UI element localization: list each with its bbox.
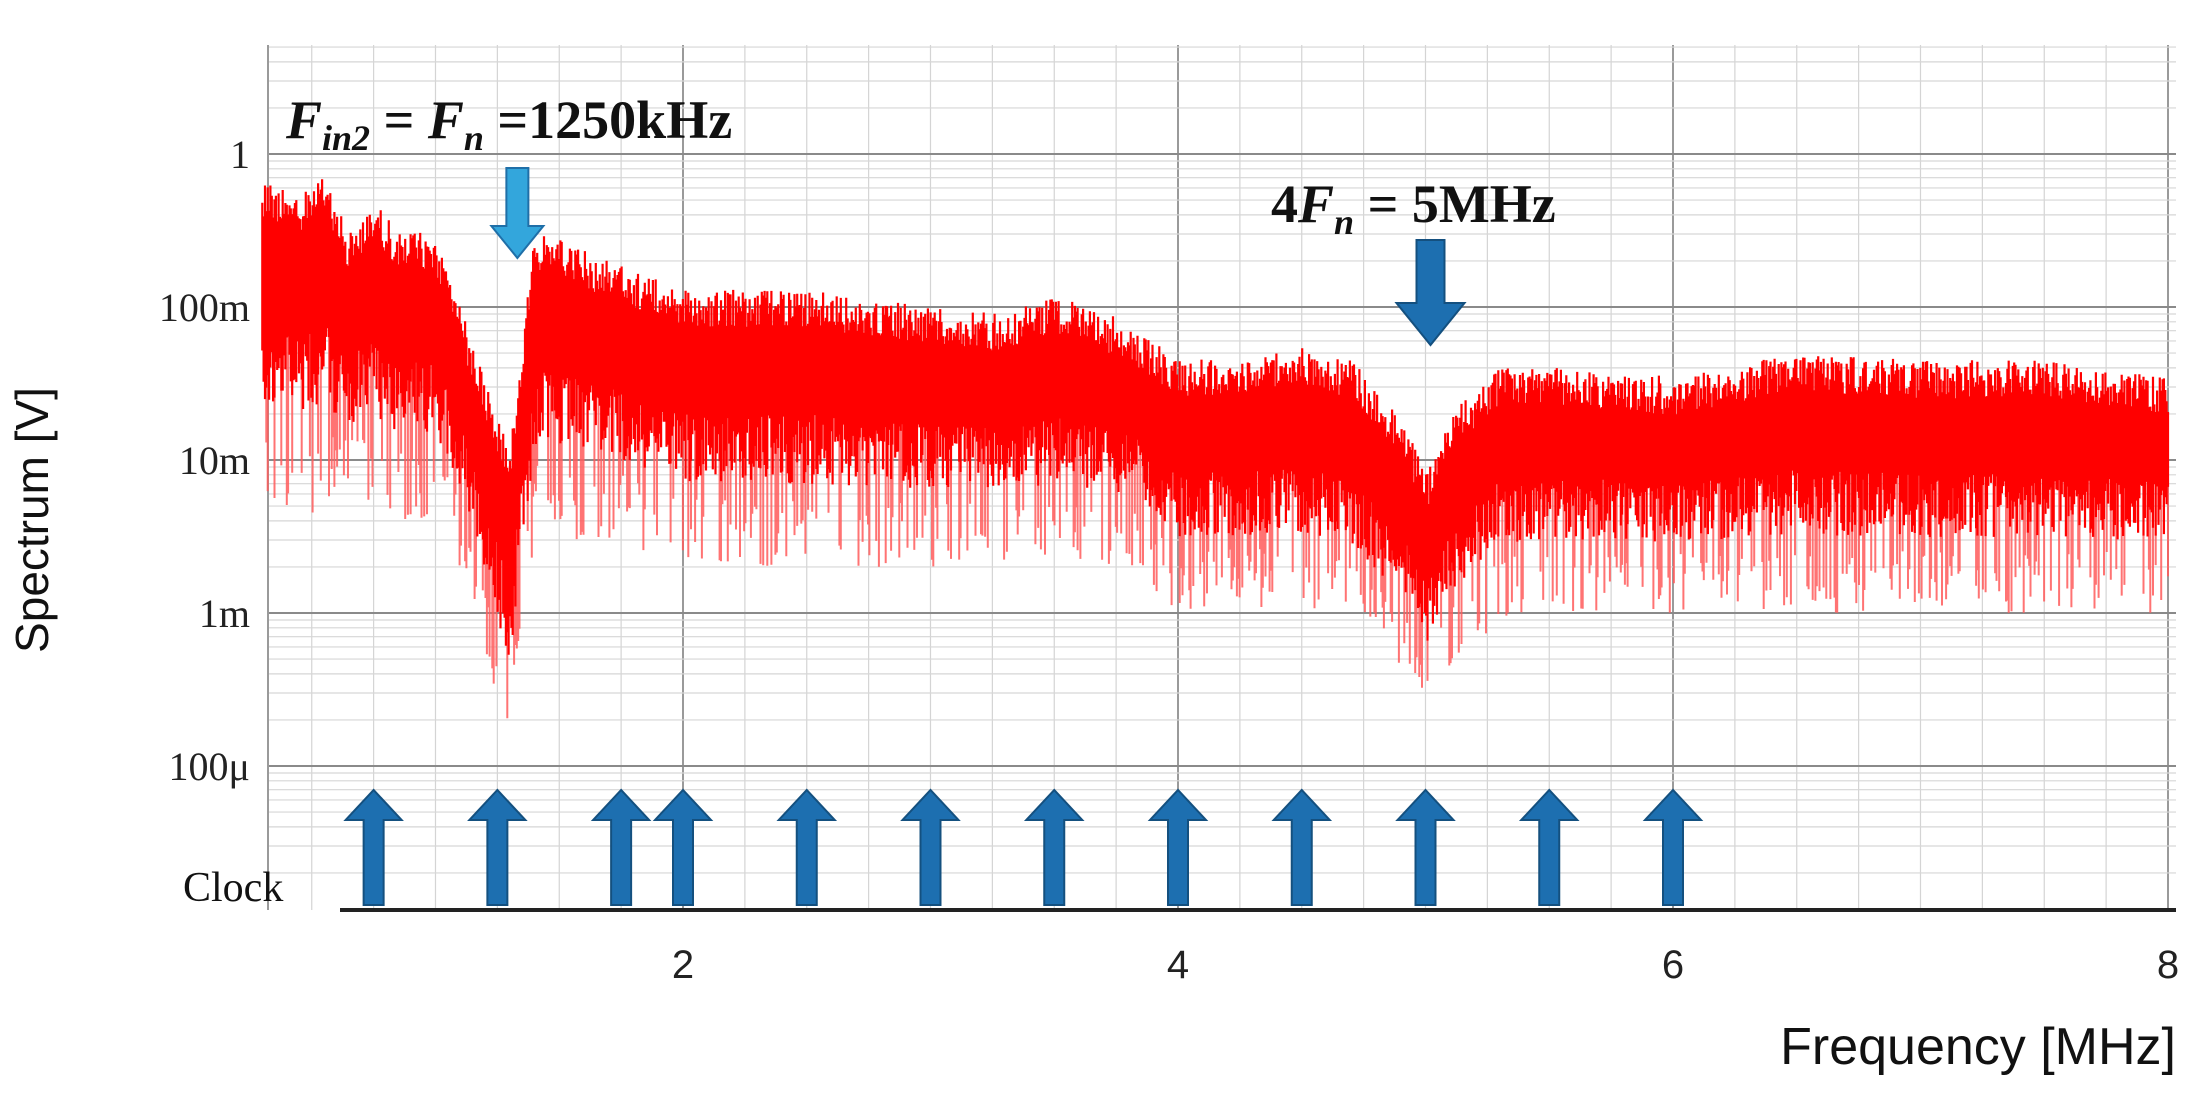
clock-markers — [343, 788, 1704, 906]
clock-arrow-icon — [1518, 788, 1580, 906]
spectrum-spikes — [265, 334, 2169, 719]
clock-arrow-icon — [1023, 788, 1085, 906]
x-axis-label: Frequency [MHz] — [1780, 1018, 2176, 1076]
clock-arrow-icon — [590, 788, 652, 906]
y-tick-label: 1 — [230, 132, 250, 177]
clock-arrow-icon — [776, 788, 838, 906]
x-tick-label: 4 — [1167, 943, 1189, 987]
annotation-fin2-arrow-icon — [489, 167, 546, 260]
clock-arrow-icon — [1271, 788, 1333, 906]
clock-arrow-icon — [1147, 788, 1209, 906]
clock-arrow-icon — [343, 788, 404, 906]
y-tick-label: 10m — [179, 438, 250, 483]
clock-arrow-icon — [652, 788, 714, 906]
spectrum-series — [261, 179, 2170, 719]
annotation-4fn-text: 4Fn = 5MHz — [1271, 174, 1556, 242]
y-tick-label: 100μ — [169, 744, 250, 789]
x-tick-label: 8 — [2157, 943, 2179, 987]
annotation-fin2: Fin2 = Fn =1250kHz — [285, 90, 732, 260]
y-tick-label: 100m — [159, 285, 250, 330]
tick-labels: 2 4 6 8 1 100m 10m 1m 100μ — [159, 132, 2179, 987]
clock-label: Clock — [183, 865, 283, 911]
y-axis-label: Spectrum [V] — [6, 387, 58, 653]
annotation-4fn: 4Fn = 5MHz — [1271, 174, 1556, 347]
clock-arrow-icon — [1642, 788, 1704, 906]
y-tick-label: 1m — [199, 591, 250, 636]
clock-arrow-icon — [900, 788, 961, 906]
clock-arrow-icon — [467, 788, 528, 906]
annotation-4fn-arrow-icon — [1394, 239, 1467, 347]
annotation-fin2-text: Fin2 = Fn =1250kHz — [285, 90, 732, 158]
x-tick-label: 6 — [1662, 943, 1684, 987]
spectrum-band — [261, 179, 2170, 655]
x-tick-label: 2 — [672, 943, 694, 987]
clock-arrow-icon — [1395, 788, 1456, 906]
